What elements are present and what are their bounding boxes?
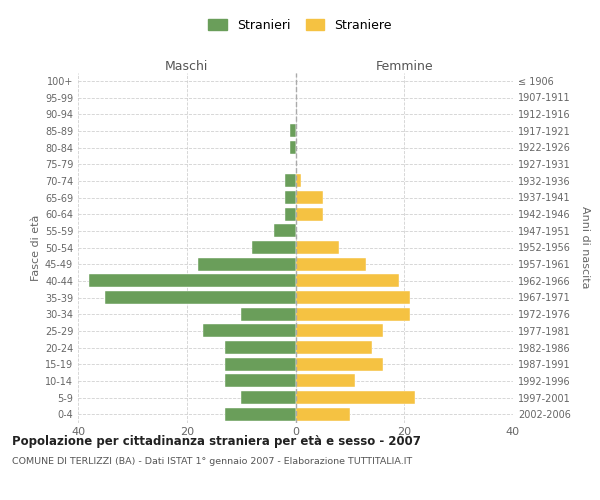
Text: COMUNE DI TERLIZZI (BA) - Dati ISTAT 1° gennaio 2007 - Elaborazione TUTTITALIA.I: COMUNE DI TERLIZZI (BA) - Dati ISTAT 1° … <box>12 458 412 466</box>
Bar <box>296 324 383 338</box>
Bar <box>284 208 296 220</box>
Bar <box>274 224 296 237</box>
Bar <box>296 391 415 404</box>
Text: Maschi: Maschi <box>165 60 208 72</box>
Bar <box>225 341 296 354</box>
Bar <box>296 341 371 354</box>
Bar <box>296 374 355 388</box>
Text: Femmine: Femmine <box>376 60 433 72</box>
Bar <box>296 358 383 370</box>
Bar <box>296 258 366 270</box>
Bar <box>290 141 296 154</box>
Bar <box>241 391 296 404</box>
Bar <box>89 274 296 287</box>
Bar <box>296 408 350 420</box>
Bar <box>296 174 301 188</box>
Bar <box>284 174 296 188</box>
Bar <box>296 208 323 220</box>
Text: Popolazione per cittadinanza straniera per età e sesso - 2007: Popolazione per cittadinanza straniera p… <box>12 435 421 448</box>
Bar <box>225 408 296 420</box>
Bar <box>197 258 296 270</box>
Bar <box>296 191 323 204</box>
Bar <box>252 241 296 254</box>
Bar <box>290 124 296 138</box>
Bar <box>296 308 410 320</box>
Bar <box>241 308 296 320</box>
Legend: Stranieri, Straniere: Stranieri, Straniere <box>203 14 397 37</box>
Bar <box>284 191 296 204</box>
Bar <box>105 291 296 304</box>
Bar <box>296 291 410 304</box>
Y-axis label: Anni di nascita: Anni di nascita <box>580 206 590 288</box>
Bar <box>296 274 399 287</box>
Bar <box>225 358 296 370</box>
Bar <box>296 241 339 254</box>
Bar <box>225 374 296 388</box>
Y-axis label: Fasce di età: Fasce di età <box>31 214 41 280</box>
Bar <box>203 324 296 338</box>
